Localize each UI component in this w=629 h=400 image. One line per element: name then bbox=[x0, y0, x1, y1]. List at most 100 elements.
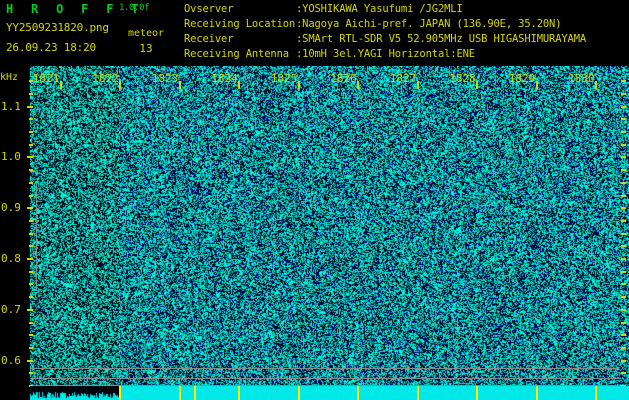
y-tick-right bbox=[621, 245, 626, 248]
y-tick-minor bbox=[29, 283, 33, 286]
x-tick-label: 1822 bbox=[92, 72, 119, 85]
waveform-event-marker bbox=[238, 386, 241, 400]
x-tick-label: 1826 bbox=[330, 72, 357, 85]
x-tick-label: 1825 bbox=[270, 72, 298, 85]
y-tick-right bbox=[621, 321, 626, 324]
y-tick-minor bbox=[29, 296, 33, 299]
meta-key-antenna: Receiving Antenna bbox=[184, 48, 289, 60]
y-tick-minor bbox=[29, 372, 33, 375]
meteor-label: meteor bbox=[127, 28, 165, 39]
waveform-event-marker bbox=[297, 386, 300, 400]
y-tick-right bbox=[621, 296, 626, 299]
y-tick-right bbox=[621, 308, 626, 311]
spectrogram-plot[interactable]: kHz 1.1 1.0 0.9 0.8 0.7 0.6 1821 1822 1823 1824 1… bbox=[0, 66, 629, 400]
y-tick-right bbox=[621, 372, 626, 375]
y-tick-right bbox=[621, 334, 626, 337]
y-tick-right bbox=[621, 283, 626, 286]
y-tick-minor bbox=[29, 219, 33, 222]
y-tick-right bbox=[621, 131, 626, 134]
meta-value-location: :Nagoya Aichi-pref. JAPAN (136.90E, 35.2… bbox=[296, 18, 562, 30]
x-tick-mark bbox=[535, 81, 538, 89]
reference-line-2 bbox=[30, 378, 619, 379]
y-tick-right bbox=[621, 181, 626, 184]
meta-row-receiver: Receiver:SMArt RTL-SDR V5 52.905MHz USB … bbox=[184, 33, 586, 45]
x-tick-label: 1824 bbox=[211, 72, 238, 85]
reference-line-1 bbox=[30, 368, 619, 369]
y-tick-right bbox=[621, 169, 626, 172]
meta-key-observer: Ovserver bbox=[184, 3, 234, 15]
waveform-event-marker bbox=[535, 386, 538, 400]
reference-line-3 bbox=[30, 385, 619, 386]
y-tick-major bbox=[27, 156, 33, 159]
y-tick-minor bbox=[29, 92, 33, 95]
y-tick-right bbox=[621, 194, 626, 197]
meta-value-antenna: :10mH 3el.YAGI Horizontal:ENE bbox=[296, 48, 475, 60]
x-tick-mark bbox=[595, 81, 598, 89]
x-tick-mark bbox=[476, 81, 479, 89]
waveform-event-marker bbox=[193, 386, 196, 400]
x-tick-mark bbox=[119, 81, 122, 89]
y-tick-right bbox=[621, 207, 626, 210]
meta-key-location: Receiving Location bbox=[184, 18, 296, 30]
x-tick-mark bbox=[59, 81, 62, 89]
y-tick-right bbox=[621, 80, 626, 83]
y-tick-minor bbox=[29, 181, 33, 184]
meta-row-location: Receiving Location:Nagoya Aichi-pref. JA… bbox=[184, 18, 562, 30]
waveform-quiet-histogram bbox=[30, 386, 119, 400]
app-version: 1.0.0f bbox=[119, 3, 150, 13]
y-tick-minor bbox=[29, 270, 33, 273]
y-tick-minor bbox=[29, 80, 33, 83]
spectrogram-quiet-segment bbox=[30, 66, 119, 386]
info-header: H R O F F T 1.0.0f YY2509231820.png 26.0… bbox=[0, 0, 629, 66]
x-tick-label: 1829 bbox=[508, 72, 536, 85]
y-tick-minor bbox=[29, 131, 33, 134]
y-tick-right bbox=[621, 359, 626, 362]
y-tick-minor bbox=[29, 321, 33, 324]
y-tick-major bbox=[27, 308, 33, 311]
waveform-event-marker bbox=[178, 386, 181, 400]
meta-row-antenna: Receiving Antenna :10mH 3el.YAGI Horizont… bbox=[184, 48, 475, 60]
y-tick-minor bbox=[29, 118, 33, 121]
x-tick-mark bbox=[357, 81, 360, 89]
y-tick-right bbox=[621, 232, 626, 235]
waveform-event-marker bbox=[416, 386, 419, 400]
file-date: 26.09.23 18:20 bbox=[6, 41, 96, 54]
x-tick-label: 1823 bbox=[151, 72, 179, 85]
meta-value-observer: :YOSHIKAWA Yasufumi /JG2MLI bbox=[296, 3, 463, 15]
y-axis-unit-label: kHz bbox=[0, 72, 19, 83]
x-tick-label: 1821 bbox=[32, 72, 60, 85]
meta-key-receiver: Receiver bbox=[184, 33, 234, 45]
y-tick-right bbox=[621, 219, 626, 222]
y-tick-label: 1.1 bbox=[1, 99, 21, 113]
y-tick-right bbox=[621, 105, 626, 108]
y-tick-label: 0.8 bbox=[1, 252, 21, 266]
waveform-event-marker bbox=[119, 386, 122, 400]
x-tick-label: 1827 bbox=[389, 72, 417, 85]
x-tick-label: 1830 bbox=[568, 72, 595, 85]
app-title: H R O F F T bbox=[6, 2, 144, 16]
y-tick-right bbox=[621, 92, 626, 95]
spectrogram-noise-segment bbox=[119, 66, 629, 386]
x-tick-mark bbox=[238, 81, 241, 89]
y-tick-label: 0.9 bbox=[1, 201, 21, 215]
waveform-event-marker bbox=[476, 386, 479, 400]
y-tick-major bbox=[27, 258, 33, 261]
file-name: YY2509231820.png bbox=[6, 21, 109, 34]
y-tick-right bbox=[621, 156, 626, 159]
y-tick-right bbox=[621, 258, 626, 261]
y-tick-major bbox=[27, 207, 33, 210]
y-tick-label: 0.6 bbox=[1, 353, 21, 367]
waveform-event-marker bbox=[357, 386, 360, 400]
x-tick-label: 1828 bbox=[449, 72, 476, 85]
y-tick-minor bbox=[29, 334, 33, 337]
x-tick-mark bbox=[297, 81, 300, 89]
y-tick-minor bbox=[29, 169, 33, 172]
y-tick-right bbox=[621, 270, 626, 273]
x-tick-mark bbox=[178, 81, 181, 89]
plot-left-edge-line bbox=[36, 183, 37, 291]
x-tick-mark bbox=[416, 81, 419, 89]
y-tick-major bbox=[27, 359, 33, 362]
y-tick-minor bbox=[29, 143, 33, 146]
y-tick-minor bbox=[29, 346, 33, 349]
y-tick-major bbox=[27, 105, 33, 108]
